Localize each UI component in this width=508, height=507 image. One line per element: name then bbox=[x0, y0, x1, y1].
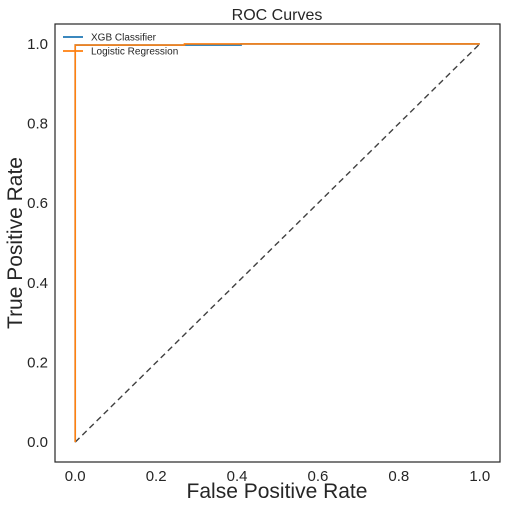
reference-diagonal-line bbox=[74, 43, 481, 443]
legend: XGB Classifier Logistic Regression bbox=[63, 33, 178, 58]
y-tick-label: 0.8 bbox=[27, 116, 48, 133]
y-tick-label: 0.6 bbox=[27, 195, 48, 212]
y-axis-title: True Positive Rate bbox=[4, 157, 27, 329]
x-tick-label: 0.2 bbox=[146, 468, 167, 485]
y-tick-label: 0.4 bbox=[27, 275, 48, 292]
x-tick-label: 0.8 bbox=[388, 468, 409, 485]
y-tick-label: 0.2 bbox=[27, 354, 48, 371]
x-tick-label: 0.6 bbox=[308, 468, 329, 485]
x-tick-label: 0.4 bbox=[227, 468, 248, 485]
series-line-logistic-regression bbox=[74, 43, 480, 443]
plot-frame bbox=[54, 23, 501, 463]
y-tick-label: 1.0 bbox=[27, 36, 48, 53]
x-axis-title: False Positive Rate bbox=[187, 480, 368, 503]
chart-title: ROC Curves bbox=[232, 7, 323, 24]
plot-area bbox=[74, 43, 481, 443]
legend-label-logistic-regression: Logistic Regression bbox=[91, 47, 178, 58]
x-tick-label: 0.0 bbox=[65, 468, 86, 485]
axis-ticks: 0.0 0.2 0.4 0.6 0.8 1.0 0.0 0.2 0.4 0.6 0.8 1.0 bbox=[27, 36, 490, 485]
x-tick-label: 1.0 bbox=[469, 468, 490, 485]
y-tick-label: 0.0 bbox=[27, 434, 48, 451]
legend-label-xgb-classifier: XGB Classifier bbox=[91, 33, 157, 44]
